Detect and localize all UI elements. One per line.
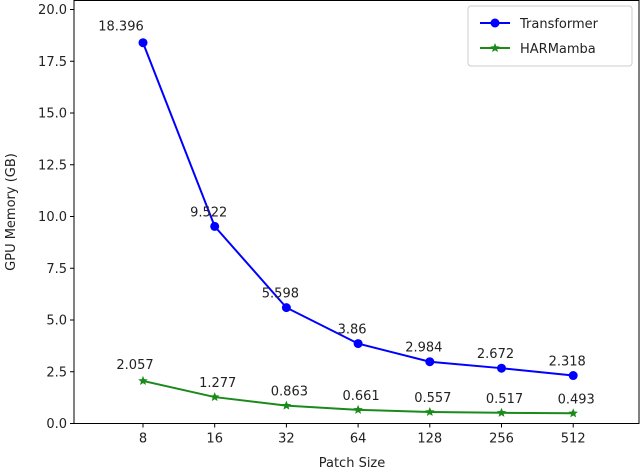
- y-tick-label: 5.0: [46, 314, 67, 329]
- y-tick-label: 12.5: [38, 158, 67, 173]
- y-tick-label: 0.0: [46, 417, 67, 432]
- data-label: 18.396: [98, 20, 144, 35]
- y-tick-label: 7.5: [46, 262, 67, 277]
- y-tick-label: 2.5: [46, 365, 67, 380]
- data-point: [496, 407, 507, 417]
- data-label: 2.984: [405, 341, 442, 356]
- plot-frame: [73, 0, 640, 424]
- data-point: [138, 375, 148, 385]
- data-point: [425, 357, 435, 367]
- data-label: 0.517: [486, 392, 523, 407]
- x-axis-ticks: 8 16 32 64 128 256 512: [139, 423, 586, 447]
- legend-marker-harmamba: [490, 43, 500, 53]
- data-label: 1.277: [199, 376, 236, 391]
- data-label: 0.493: [558, 392, 595, 407]
- data-labels: 18.396 9.522 5.598 3.86 2.984 2.672 2.318 2.057…: [98, 20, 595, 408]
- data-point: [353, 404, 363, 414]
- legend-marker-transformer: [490, 18, 500, 28]
- x-tick-label: 128: [417, 432, 442, 447]
- data-point: [568, 408, 578, 418]
- y-tick-label: 20.0: [38, 3, 67, 18]
- y-tick-label: 10.0: [38, 210, 67, 225]
- data-label: 2.318: [549, 355, 586, 370]
- data-point: [353, 339, 363, 349]
- data-label: 0.863: [271, 385, 308, 400]
- y-axis-ticks: 0.0 2.5 5.0 7.5 10.0 12.5 15.0 17.5 20.0: [38, 3, 74, 432]
- x-tick-label: 64: [350, 432, 367, 447]
- data-point: [281, 400, 292, 410]
- data-point: [497, 363, 506, 373]
- legend-label-transformer: Transformer: [519, 17, 599, 32]
- data-point: [209, 392, 220, 402]
- data-label: 2.057: [116, 358, 153, 373]
- data-label: 0.557: [414, 391, 451, 406]
- x-tick-label: 8: [139, 432, 147, 447]
- data-label: 9.522: [190, 205, 227, 220]
- data-point: [568, 371, 578, 381]
- x-axis-label: Patch Size: [319, 456, 386, 471]
- y-tick-label: 17.5: [38, 55, 67, 70]
- plot-series: [138, 38, 578, 418]
- data-point: [425, 406, 435, 417]
- data-label: 5.598: [262, 287, 299, 302]
- x-tick-label: 256: [489, 432, 514, 447]
- legend: Transformer HARMamba: [467, 5, 633, 67]
- x-tick-label: 32: [278, 432, 295, 447]
- data-point: [138, 38, 148, 48]
- data-point: [281, 303, 291, 313]
- x-tick-label: 16: [206, 432, 223, 447]
- y-tick-label: 15.0: [38, 107, 67, 122]
- data-label: 0.661: [342, 389, 379, 404]
- data-point: [210, 221, 220, 231]
- data-label: 3.86: [338, 323, 367, 338]
- legend-box: [467, 5, 633, 67]
- data-label: 2.672: [477, 347, 514, 362]
- x-tick-label: 512: [561, 432, 586, 447]
- legend-label-harmamba: HARMamba: [520, 42, 596, 57]
- y-axis-label: GPU Memory (GB): [4, 153, 19, 271]
